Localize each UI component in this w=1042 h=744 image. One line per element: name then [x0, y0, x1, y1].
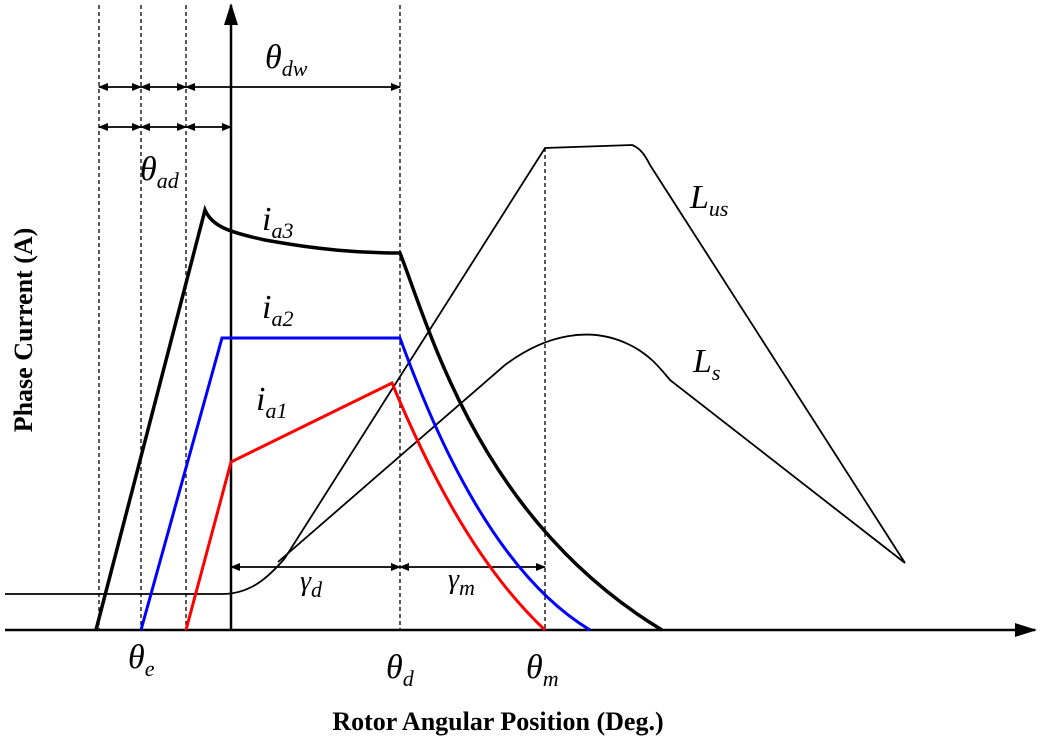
- theta-dw: θdw: [265, 39, 308, 81]
- theta-d: θd: [386, 649, 415, 691]
- y-axis-label: Phase Current (A): [9, 228, 38, 433]
- l-us: Lus: [689, 179, 728, 221]
- guides: [98, 5, 546, 630]
- labels: θdw θad ia3 ia2 ia1 Lus Ls γd γm θe θd θ…: [9, 39, 728, 736]
- theta-m: θm: [526, 649, 559, 691]
- inductance-curves: [5, 144, 906, 595]
- current-curves: [94, 204, 663, 632]
- gamma-m: γm: [448, 564, 475, 600]
- i-a2: ia2: [262, 289, 293, 331]
- dimension-arrows: [98, 83, 546, 571]
- x-axis-label: Rotor Angular Position (Deg.): [332, 707, 663, 736]
- theta-e: θe: [128, 639, 155, 681]
- axes: [5, 3, 1037, 637]
- theta-ad: θad: [140, 151, 180, 193]
- l-s: Ls: [692, 343, 720, 385]
- i-a3: ia3: [262, 201, 293, 243]
- i-a1: ia1: [256, 381, 287, 423]
- gamma-d: γd: [300, 566, 323, 602]
